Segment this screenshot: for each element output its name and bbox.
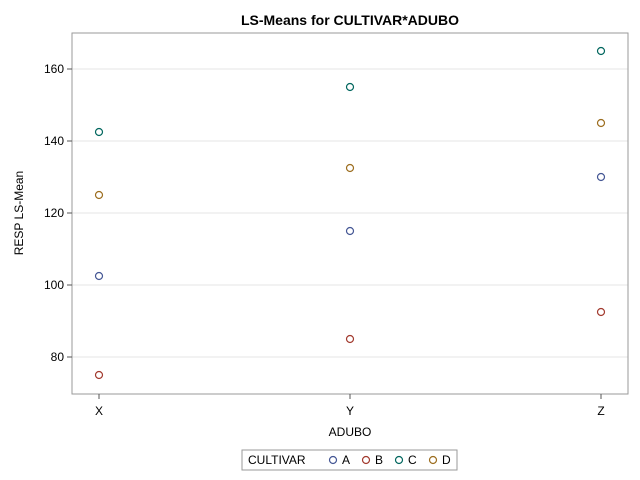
legend-marker-d bbox=[428, 455, 438, 465]
data-point-d bbox=[345, 163, 355, 173]
x-axis-ticks: X Y Z bbox=[95, 394, 605, 418]
data-point-d bbox=[596, 118, 606, 128]
x-tick-label: X bbox=[95, 404, 103, 418]
legend-label-c: C bbox=[408, 453, 417, 467]
legend-frame bbox=[241, 449, 458, 471]
gridlines bbox=[72, 68, 628, 358]
data-point-b bbox=[596, 307, 606, 317]
x-tick-label: Y bbox=[346, 404, 354, 418]
legend-label-b: B bbox=[375, 453, 383, 467]
data-point-c bbox=[345, 82, 355, 92]
legend: CULTIVAR A B C D bbox=[241, 449, 458, 471]
legend-marker-c bbox=[394, 455, 404, 465]
y-axis-label: RESP LS-Mean bbox=[12, 171, 26, 256]
y-axis-ticks: 80 100 120 140 160 bbox=[44, 62, 72, 364]
x-axis-label: ADUBO bbox=[329, 425, 372, 439]
legend-label-d: D bbox=[442, 453, 451, 467]
legend-title: CULTIVAR bbox=[248, 453, 306, 467]
chart-title: LS-Means for CULTIVAR*ADUBO bbox=[241, 12, 459, 28]
data-point-c bbox=[596, 46, 606, 56]
data-point-b bbox=[345, 334, 355, 344]
data-point-c bbox=[94, 127, 104, 137]
data-point-d bbox=[94, 190, 104, 200]
data-point-a bbox=[596, 172, 606, 182]
y-tick-label: 100 bbox=[44, 278, 64, 292]
y-tick-label: 120 bbox=[44, 206, 64, 220]
y-tick-label: 80 bbox=[51, 350, 65, 364]
data-point-b bbox=[94, 370, 104, 380]
legend-marker-b bbox=[361, 455, 371, 465]
legend-items: A B C D bbox=[328, 453, 451, 467]
x-tick-label: Z bbox=[597, 404, 604, 418]
y-tick-label: 160 bbox=[44, 62, 64, 76]
data-points bbox=[94, 46, 606, 380]
legend-label-a: A bbox=[342, 453, 350, 467]
y-tick-label: 140 bbox=[44, 134, 64, 148]
data-point-a bbox=[94, 271, 104, 281]
data-point-a bbox=[345, 226, 355, 236]
legend-marker-a bbox=[328, 455, 338, 465]
